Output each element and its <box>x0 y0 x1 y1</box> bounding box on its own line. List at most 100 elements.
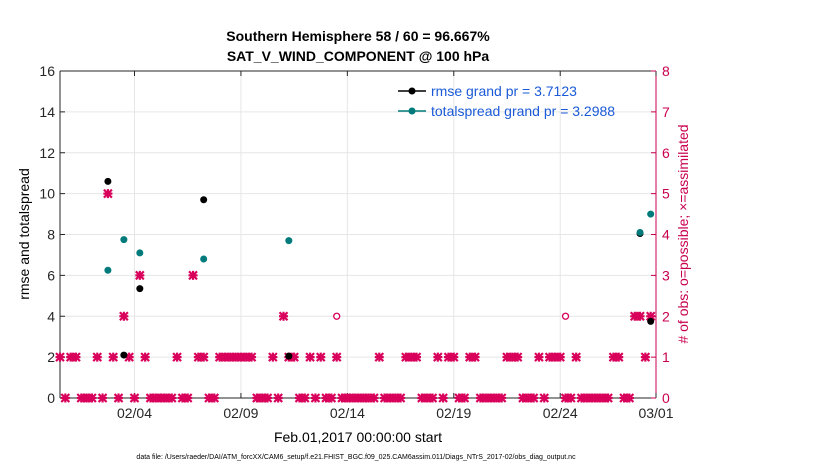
obs-assimilated-marker <box>246 352 257 362</box>
obs-assimilated-marker <box>135 270 145 281</box>
obs-assimilated-marker <box>433 352 443 362</box>
totalspread-point <box>636 228 644 236</box>
y-tick-label-left: 2 <box>47 349 55 365</box>
y-tick-label-left: 8 <box>47 227 55 243</box>
obs-assimilated-marker <box>571 352 581 362</box>
y-tick-label-left: 14 <box>39 104 55 120</box>
obs-assimilated-marker <box>97 393 108 403</box>
y-tick-label-right: 7 <box>662 104 670 120</box>
y-tick-label-right: 4 <box>662 227 670 243</box>
obs-assimilated-marker <box>278 311 289 322</box>
obs-assimilated-marker <box>129 393 140 403</box>
obs-assimilated-marker <box>108 352 118 362</box>
totalspread-point <box>104 266 112 274</box>
obs-possible-marker <box>333 312 341 320</box>
totalspread-point <box>136 249 144 257</box>
y-axis-label-left: rmse and totalspread <box>16 168 32 300</box>
y-tick-label-right: 2 <box>662 308 670 324</box>
obs-assimilated-marker <box>315 352 326 362</box>
obs-count-markers <box>55 188 656 403</box>
x-axis-label: Feb.01,2017 00:00:00 start <box>274 429 442 445</box>
rmse-point <box>120 351 128 359</box>
obs-assimilated-marker <box>427 393 438 403</box>
obs-assimilated-marker <box>539 393 550 403</box>
obs-assimilated-marker <box>635 311 645 322</box>
obs-assimilated-marker <box>449 352 459 362</box>
obs-assimilated-marker <box>103 188 113 199</box>
rmse-point <box>200 196 208 204</box>
obs-assimilated-marker <box>369 393 379 403</box>
obs-assimilated-marker <box>305 352 315 362</box>
rmse-point <box>136 285 144 293</box>
legend: rmse grand pr = 3.7123 totalspread grand… <box>398 83 615 119</box>
obs-assimilated-marker <box>262 393 273 403</box>
rmse-point <box>647 317 655 325</box>
x-tick-label: 02/04 <box>117 405 152 421</box>
gridlines <box>60 70 657 399</box>
rmse-point <box>285 352 293 360</box>
legend-spread-marker <box>408 107 416 115</box>
x-tick-label: 03/01 <box>638 405 673 421</box>
obs-assimilated-marker <box>395 393 406 403</box>
legend-spread-label: totalspread grand pr = 3.2988 <box>431 103 615 119</box>
obs-assimilated-marker <box>140 352 150 362</box>
y-tick-label-right: 3 <box>662 267 670 283</box>
y-tick-label-right: 1 <box>662 349 670 365</box>
obs-assimilated-marker <box>411 352 422 362</box>
y-tick-label-left: 10 <box>39 186 55 202</box>
y-tick-label-right: 0 <box>662 390 670 406</box>
obs-assimilated-marker <box>326 393 337 403</box>
legend-rmse-marker <box>408 87 416 95</box>
obs-assimilated-marker <box>268 352 278 362</box>
obs-assimilated-marker <box>172 352 182 362</box>
obs-assimilated-marker <box>119 311 129 322</box>
obs-assimilated-marker <box>528 393 539 403</box>
y-tick-label-left: 16 <box>39 63 55 79</box>
y-tick-label-left: 6 <box>47 267 55 283</box>
y-tick-label-left: 0 <box>47 390 55 406</box>
totalspread-point <box>200 255 208 263</box>
x-tick-label: 02/19 <box>436 405 471 421</box>
obs-assimilated-marker <box>300 393 310 403</box>
y-tick-label-left: 12 <box>39 145 55 161</box>
y-axis-label-right: # of obs: o=possible; ×=assimilated <box>675 124 691 343</box>
chart-title: Southern Hemisphere 58 / 60 = 96.667% <box>226 28 490 44</box>
obs-assimilated-marker <box>71 352 81 362</box>
obs-assimilated-marker <box>182 393 193 403</box>
obs-assimilated-marker <box>92 352 103 362</box>
obs-assimilated-marker <box>603 393 613 403</box>
x-tick-label: 02/24 <box>543 405 578 421</box>
chart-subtitle: SAT_V_WIND_COMPONENT @ 100 hPa <box>227 48 490 64</box>
totalspread-point <box>647 210 655 218</box>
obs-assimilated-marker <box>273 393 283 403</box>
obs-assimilated-marker <box>640 352 651 362</box>
y-tick-label-left: 4 <box>47 308 55 324</box>
obs-assimilated-marker <box>566 393 576 403</box>
obs-assimilated-marker <box>60 393 71 403</box>
obs-assimilated-marker <box>310 393 321 403</box>
obs-assimilated-marker <box>166 393 177 403</box>
obs-assimilated-marker <box>624 393 635 403</box>
y-tick-label-right: 5 <box>662 186 670 202</box>
obs-assimilated-marker <box>331 352 342 362</box>
obs-assimilated-marker <box>645 311 656 322</box>
obs-assimilated-marker <box>198 352 209 362</box>
obs-possible-marker <box>561 312 570 320</box>
y-tick-label-right: 8 <box>662 63 670 79</box>
obs-assimilated-marker <box>374 352 385 362</box>
obs-assimilated-marker <box>613 352 624 362</box>
obs-assimilated-marker <box>470 352 480 362</box>
obs-assimilated-marker <box>209 393 220 403</box>
obs-assimilated-marker <box>555 352 565 362</box>
obs-assimilated-marker <box>459 393 470 403</box>
obs-assimilated-marker <box>87 393 97 403</box>
totalspread-point <box>120 236 128 244</box>
obs-assimilated-marker <box>438 393 448 403</box>
obs-assimilated-marker <box>496 393 507 403</box>
legend-rmse-label: rmse grand pr = 3.7123 <box>431 83 577 99</box>
x-tick-label: 02/09 <box>223 405 258 421</box>
obs-assimilated-marker <box>55 352 65 362</box>
obs-assimilated-marker <box>534 352 544 362</box>
